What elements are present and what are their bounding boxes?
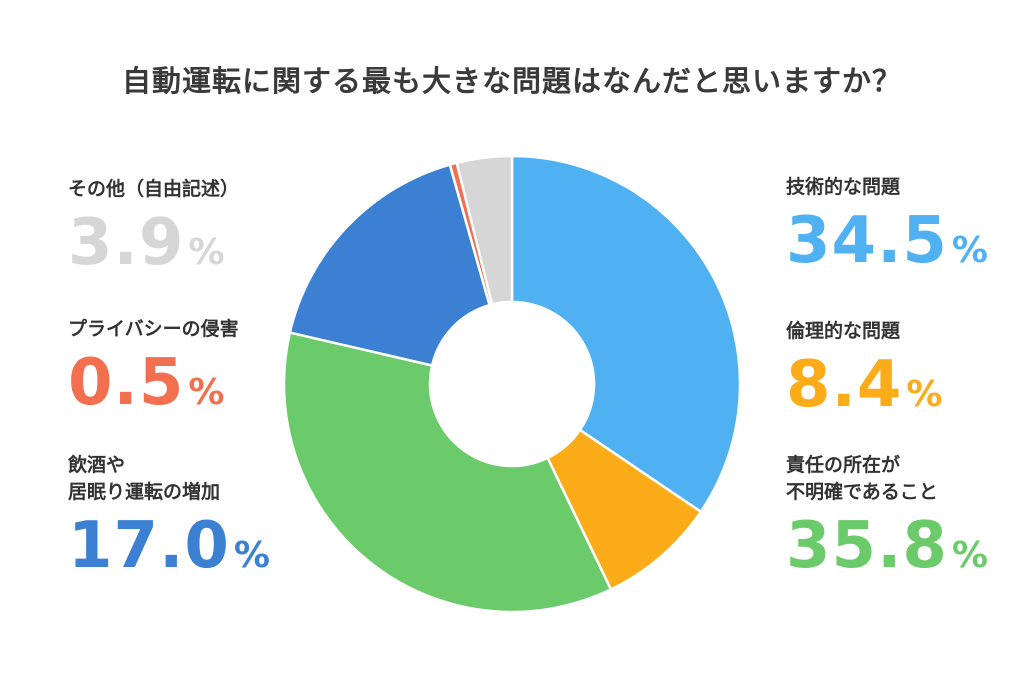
slice-value-other: 3.9% [68, 211, 239, 275]
legend-block-ethical: 倫理的な問題 8.4% [786, 318, 942, 417]
slice-label-technical: 技術的な問題 [786, 176, 901, 198]
value-number: 3.9 [68, 206, 185, 280]
value-number: 35.8 [786, 509, 948, 583]
slice-technical [510, 154, 742, 513]
slice-label-other: その他（自由記述） [68, 178, 240, 200]
chart-title: 自動運転に関する最も大きな問題はなんだと思いますか？ [121, 64, 902, 98]
slice-label-privacy: プライバシーの侵害 [68, 318, 239, 340]
value-unit: % [188, 372, 225, 413]
value-number: 34.5 [786, 204, 948, 278]
value-unit: % [951, 535, 988, 576]
slice-label-drunk-drowsy: 飲酒や 居眠り運転の増加 [68, 454, 221, 503]
legend-block-privacy: プライバシーの侵害 0.5% [68, 316, 239, 415]
slice-value-technical: 34.5% [786, 209, 988, 273]
value-unit: % [188, 232, 225, 273]
value-unit: % [233, 535, 270, 576]
slice-value-ethical: 8.4% [786, 353, 942, 417]
slice-responsibility [282, 331, 613, 614]
legend-block-responsibility: 責任の所在が 不明確であること 35.8% [786, 452, 988, 578]
legend-block-technical: 技術的な問題 34.5% [786, 174, 988, 273]
value-unit: % [906, 374, 943, 415]
slice-value-responsibility: 35.8% [786, 514, 988, 578]
slice-label-responsibility: 責任の所在が 不明確であること [786, 454, 938, 503]
slice-drunk-drowsy [288, 163, 491, 367]
value-number: 8.4 [786, 348, 903, 422]
slice-value-drunk-drowsy: 17.0% [68, 514, 270, 578]
legend-block-other: その他（自由記述） 3.9% [68, 176, 239, 275]
legend-block-drunk-drowsy: 飲酒や 居眠り運転の増加 17.0% [68, 452, 270, 578]
value-number: 0.5 [68, 346, 185, 420]
value-number: 17.0 [68, 509, 230, 583]
slice-value-privacy: 0.5% [68, 351, 239, 415]
value-unit: % [951, 230, 988, 271]
slice-label-ethical: 倫理的な問題 [786, 320, 901, 342]
slice-other [455, 154, 514, 306]
